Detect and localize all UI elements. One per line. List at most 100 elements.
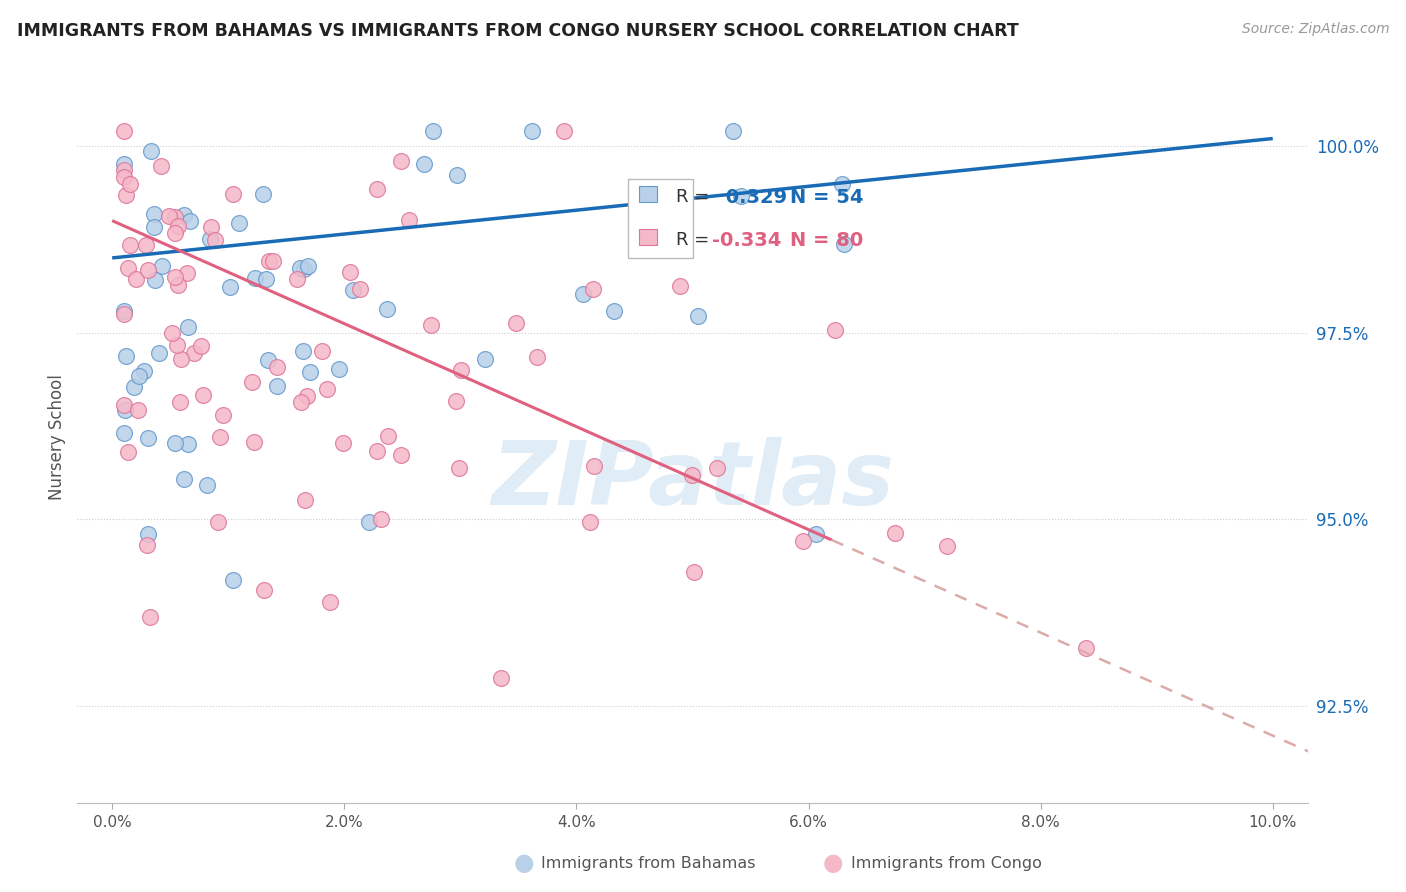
Point — [193, 388, 215, 402]
Point — [112, 124, 135, 138]
Point — [328, 361, 350, 376]
Point — [166, 278, 188, 293]
Point — [222, 573, 245, 587]
Point — [526, 350, 548, 364]
Point — [446, 168, 468, 182]
Point — [252, 187, 274, 202]
Point — [176, 266, 198, 280]
Point — [117, 260, 139, 275]
Point — [112, 398, 135, 412]
Point — [117, 445, 139, 459]
Point — [688, 309, 710, 323]
Point — [342, 283, 364, 297]
Point — [141, 144, 163, 158]
Point — [366, 182, 388, 196]
Point — [553, 124, 575, 138]
Point — [253, 583, 276, 598]
Point — [583, 459, 606, 474]
Point — [160, 326, 183, 340]
Text: ZIPatlas: ZIPatlas — [491, 437, 894, 524]
Point — [1074, 640, 1097, 655]
Point — [832, 237, 855, 252]
Point — [806, 527, 828, 541]
Point — [177, 319, 200, 334]
Point — [163, 436, 186, 450]
Point — [266, 360, 288, 375]
Point — [366, 444, 388, 458]
Point — [243, 435, 266, 450]
Point — [370, 512, 392, 526]
Point — [212, 409, 235, 423]
Point — [222, 187, 245, 202]
Point — [114, 402, 136, 417]
Point — [190, 339, 212, 353]
Point — [169, 395, 191, 409]
Point — [165, 210, 187, 224]
Point — [209, 430, 232, 444]
Text: N = 80: N = 80 — [790, 231, 863, 250]
Point — [332, 435, 354, 450]
Point — [198, 232, 221, 246]
Point — [683, 566, 706, 580]
Point — [173, 208, 195, 222]
Point — [571, 286, 593, 301]
Text: -0.334: -0.334 — [713, 231, 782, 250]
Point — [489, 672, 512, 686]
Text: IMMIGRANTS FROM BAHAMAS VS IMMIGRANTS FROM CONGO NURSERY SCHOOL CORRELATION CHAR: IMMIGRANTS FROM BAHAMAS VS IMMIGRANTS FR… — [17, 22, 1018, 40]
Point — [150, 259, 173, 273]
Y-axis label: Nursery School: Nursery School — [48, 374, 66, 500]
Text: ●: ● — [823, 852, 844, 875]
Point — [294, 492, 316, 507]
Point — [135, 538, 157, 552]
Point — [219, 279, 242, 293]
Point — [377, 429, 399, 443]
Point — [723, 124, 745, 138]
Point — [228, 217, 250, 231]
Point — [389, 153, 412, 168]
Point — [730, 189, 752, 203]
Point — [122, 380, 145, 394]
Point — [112, 426, 135, 441]
Point — [389, 449, 412, 463]
Point — [118, 237, 141, 252]
Text: 0.329: 0.329 — [720, 188, 787, 207]
Point — [256, 352, 278, 367]
Point — [150, 159, 173, 173]
Text: N = 54: N = 54 — [790, 188, 863, 207]
Point — [173, 472, 195, 486]
Point — [319, 595, 342, 609]
Text: ●: ● — [513, 852, 534, 875]
Point — [242, 375, 264, 389]
Point — [177, 437, 200, 451]
Point — [132, 364, 155, 378]
Point — [290, 394, 312, 409]
Point — [297, 389, 319, 403]
Point — [165, 226, 187, 240]
Point — [143, 273, 166, 287]
Point — [505, 317, 527, 331]
Point — [243, 271, 266, 285]
Point — [884, 525, 907, 540]
Text: Source: ZipAtlas.com: Source: ZipAtlas.com — [1241, 22, 1389, 37]
Point — [288, 260, 311, 275]
Point — [120, 178, 142, 192]
Point — [450, 362, 472, 376]
Point — [115, 349, 138, 363]
Point — [136, 431, 159, 445]
Text: Immigrants from Bahamas: Immigrants from Bahamas — [541, 856, 756, 871]
Point — [311, 344, 333, 359]
Point — [792, 534, 814, 549]
Point — [183, 346, 205, 360]
Point — [112, 306, 135, 320]
Point — [157, 209, 180, 223]
Point — [200, 220, 222, 235]
Point — [139, 610, 162, 624]
Point — [254, 272, 277, 286]
Point — [135, 238, 157, 252]
Point — [112, 169, 135, 184]
Point — [115, 187, 138, 202]
Point — [112, 303, 135, 318]
Point — [125, 272, 148, 286]
Point — [143, 207, 166, 221]
Point — [582, 282, 605, 296]
